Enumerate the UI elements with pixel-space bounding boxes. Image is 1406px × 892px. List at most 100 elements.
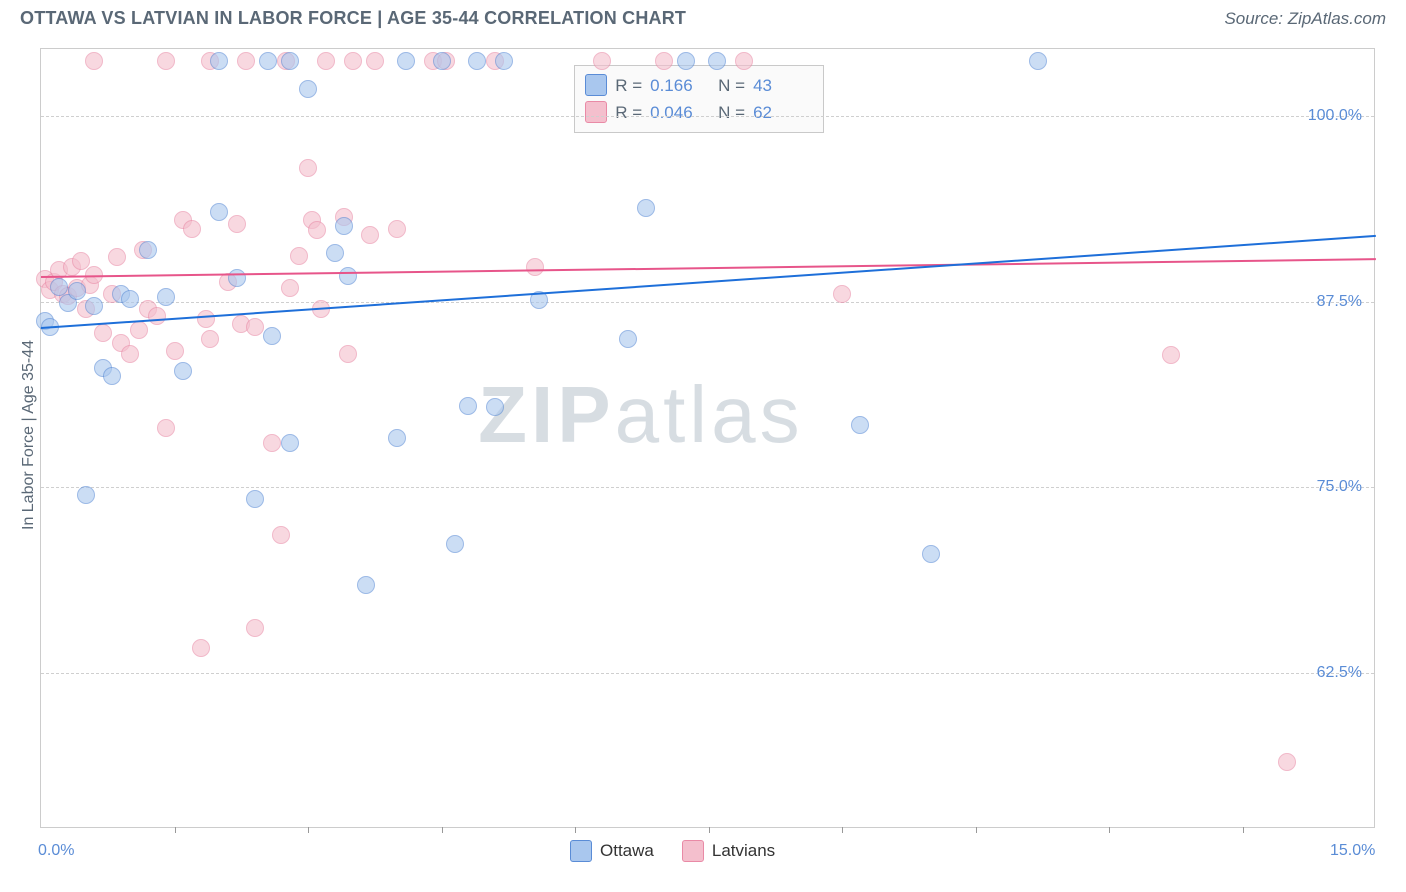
x-axis-min-label: 0.0% xyxy=(38,842,74,860)
legend-label-ottawa: Ottawa xyxy=(600,841,654,861)
gridline xyxy=(41,673,1374,674)
data-point-latvians xyxy=(192,639,210,657)
data-point-ottawa xyxy=(103,367,121,385)
data-point-latvians xyxy=(593,52,611,70)
data-point-ottawa xyxy=(486,398,504,416)
data-point-ottawa xyxy=(677,52,695,70)
data-point-latvians xyxy=(833,285,851,303)
legend-item-ottawa: Ottawa xyxy=(570,840,654,862)
data-point-ottawa xyxy=(263,327,281,345)
n-value-a: 43 xyxy=(753,72,813,99)
data-point-latvians xyxy=(121,345,139,363)
r-label-a: R = xyxy=(615,72,642,99)
data-point-latvians xyxy=(1162,346,1180,364)
data-point-latvians xyxy=(148,307,166,325)
data-point-latvians xyxy=(263,434,281,452)
data-point-ottawa xyxy=(326,244,344,262)
x-tick xyxy=(442,827,443,833)
x-tick xyxy=(308,827,309,833)
n-label-a: N = xyxy=(718,72,745,99)
data-point-ottawa xyxy=(357,576,375,594)
data-point-ottawa xyxy=(851,416,869,434)
data-point-latvians xyxy=(246,619,264,637)
data-point-latvians xyxy=(290,247,308,265)
data-point-ottawa xyxy=(121,290,139,308)
data-point-ottawa xyxy=(335,217,353,235)
y-tick-label: 100.0% xyxy=(1308,107,1362,125)
data-point-ottawa xyxy=(433,52,451,70)
data-point-latvians xyxy=(388,220,406,238)
data-point-ottawa xyxy=(619,330,637,348)
source-label: Source: ZipAtlas.com xyxy=(1224,9,1386,29)
data-point-latvians xyxy=(361,226,379,244)
y-tick-label: 75.0% xyxy=(1317,478,1362,496)
x-tick xyxy=(842,827,843,833)
y-tick-label: 87.5% xyxy=(1317,293,1362,311)
data-point-ottawa xyxy=(85,297,103,315)
r-value-a: 0.166 xyxy=(650,72,710,99)
data-point-ottawa xyxy=(388,429,406,447)
n-label-b: N = xyxy=(718,99,745,126)
chart-title: OTTAWA VS LATVIAN IN LABOR FORCE | AGE 3… xyxy=(20,8,686,29)
data-point-ottawa xyxy=(174,362,192,380)
legend-swatch-latvians xyxy=(682,840,704,862)
n-value-b: 62 xyxy=(753,99,813,126)
y-tick-label: 62.5% xyxy=(1317,664,1362,682)
stats-box: R = 0.166 N = 43 R = 0.046 N = 62 xyxy=(574,65,824,133)
r-value-b: 0.046 xyxy=(650,99,710,126)
data-point-latvians xyxy=(201,330,219,348)
data-point-ottawa xyxy=(397,52,415,70)
data-point-latvians xyxy=(157,52,175,70)
data-point-latvians xyxy=(308,221,326,239)
x-tick xyxy=(709,827,710,833)
r-label-b: R = xyxy=(615,99,642,126)
data-point-latvians xyxy=(246,318,264,336)
data-point-latvians xyxy=(108,248,126,266)
data-point-ottawa xyxy=(339,267,357,285)
data-point-latvians xyxy=(317,52,335,70)
data-point-ottawa xyxy=(50,278,68,296)
data-point-ottawa xyxy=(259,52,277,70)
bottom-legend: Ottawa Latvians xyxy=(570,840,775,862)
swatch-ottawa xyxy=(585,74,607,96)
data-point-latvians xyxy=(197,310,215,328)
data-point-latvians xyxy=(94,324,112,342)
data-point-latvians xyxy=(339,345,357,363)
data-point-ottawa xyxy=(281,52,299,70)
data-point-ottawa xyxy=(922,545,940,563)
data-point-ottawa xyxy=(1029,52,1047,70)
data-point-ottawa xyxy=(246,490,264,508)
data-point-ottawa xyxy=(157,288,175,306)
data-point-latvians xyxy=(281,279,299,297)
gridline xyxy=(41,116,1374,117)
y-axis-label: In Labor Force | Age 35-44 xyxy=(20,340,38,530)
data-point-latvians xyxy=(526,258,544,276)
x-tick xyxy=(1243,827,1244,833)
data-point-ottawa xyxy=(228,269,246,287)
watermark: ZIPatlas xyxy=(478,369,803,461)
data-point-latvians xyxy=(272,526,290,544)
data-point-ottawa xyxy=(468,52,486,70)
legend-label-latvians: Latvians xyxy=(712,841,775,861)
data-point-latvians xyxy=(228,215,246,233)
legend-swatch-ottawa xyxy=(570,840,592,862)
gridline xyxy=(41,302,1374,303)
data-point-ottawa xyxy=(210,203,228,221)
data-point-latvians xyxy=(166,342,184,360)
data-point-latvians xyxy=(183,220,201,238)
x-tick xyxy=(575,827,576,833)
data-point-latvians xyxy=(157,419,175,437)
swatch-latvians xyxy=(585,101,607,123)
data-point-ottawa xyxy=(299,80,317,98)
data-point-ottawa xyxy=(708,52,726,70)
stats-row-a: R = 0.166 N = 43 xyxy=(585,72,813,99)
x-tick xyxy=(976,827,977,833)
scatter-plot: ZIPatlas R = 0.166 N = 43 R = 0.046 N = … xyxy=(40,48,1375,828)
data-point-latvians xyxy=(130,321,148,339)
legend-item-latvians: Latvians xyxy=(682,840,775,862)
data-point-latvians xyxy=(366,52,384,70)
data-point-ottawa xyxy=(637,199,655,217)
data-point-ottawa xyxy=(210,52,228,70)
data-point-ottawa xyxy=(495,52,513,70)
data-point-latvians xyxy=(85,52,103,70)
